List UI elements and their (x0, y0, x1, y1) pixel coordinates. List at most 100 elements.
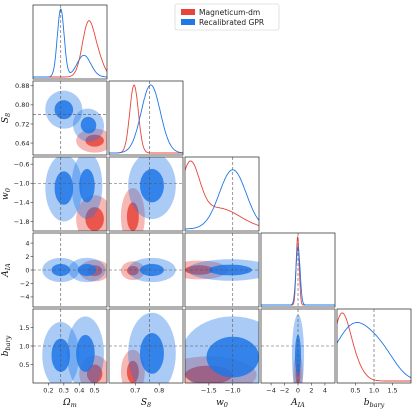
panel-ticks: −1.5 −1.0 w0 (201, 383, 241, 409)
y-tick-label: 0.5 (19, 361, 29, 369)
y-axis-label: S8 (1, 113, 12, 123)
y-tick-label: 2 (25, 253, 29, 261)
panel-frame (32, 80, 108, 156)
y-tick-label: −1.8 (14, 218, 30, 226)
y-axis-label: bbary (1, 335, 12, 356)
x-tick-label: 0.5 (350, 387, 360, 395)
marginal-curve-gpr (109, 84, 183, 154)
marginal-w0 (185, 157, 259, 231)
contour-68-magneticum (185, 265, 214, 275)
x-tick-label: 0.3 (59, 387, 69, 395)
y-tick-label: 4 (25, 239, 29, 247)
contour-68-gpr (80, 116, 97, 134)
legend-label-gpr: Recalibrated GPR (199, 18, 264, 27)
x-tick-label: 4 (323, 387, 327, 395)
x-axis-label: w0 (216, 398, 228, 409)
x-axis-label: Ωm (62, 398, 77, 409)
marginal-curve-gpr (261, 246, 335, 306)
panel-ticks: 0.7 0.8S8 (130, 383, 164, 409)
panel-frame (260, 232, 336, 308)
x-axis-label: bbary (364, 398, 385, 409)
y-tick-label: 0.88 (15, 82, 29, 90)
contour-68-gpr (54, 171, 74, 205)
legend-swatch-magneticum (181, 9, 195, 15)
contour-aia-vs-s8 (109, 233, 183, 307)
marginal-aia (261, 233, 335, 307)
y-tick-label: 0.80 (15, 101, 29, 109)
y-axis-label: AIA (1, 263, 12, 278)
legend-label-magneticum: Magneticum-dm (199, 8, 260, 17)
panel-frame (184, 308, 260, 384)
contour-68-magneticum (126, 266, 139, 276)
x-tick-label: 0.4 (74, 387, 84, 395)
panel-ticks: 0.2 0.3 0.4 0.5 Ωm 0.5 1.0 1.5 bbary (1, 324, 100, 409)
x-tick-label: 0 (296, 387, 300, 395)
x-tick-label: 0.5 (89, 387, 99, 395)
contour-bbary-vs-w0 (185, 309, 259, 383)
marginal-curve-magneticum (109, 84, 183, 154)
marginal-curve-magneticum (33, 20, 107, 78)
corner-panels: 0.640.720.800.88S8−1.8−1.4−1.0−0.6w0−4−2… (1, 4, 412, 409)
x-tick-label: −1.5 (201, 387, 217, 395)
contour-s8-vs-om (33, 81, 107, 155)
contour-bbary-vs-om (33, 309, 107, 383)
marginal-curve-gpr (337, 322, 411, 379)
y-axis-label: w0 (1, 188, 12, 200)
contour-68-magneticum (87, 364, 103, 383)
contour-68-gpr (206, 336, 259, 378)
y-tick-label: −1.0 (14, 180, 30, 188)
y-tick-label: 0.72 (15, 120, 29, 128)
panel-ticks: −4 −2 0 2 4 AIA (1, 239, 33, 301)
legend-swatch-gpr (181, 19, 195, 25)
contour-aia-vs-w0 (185, 233, 259, 307)
y-tick-label: 0 (25, 266, 29, 274)
x-tick-label: −2 (280, 387, 290, 395)
contour-68-gpr (76, 334, 95, 372)
contour-68-magneticum (126, 360, 139, 383)
panel-ticks: −1.8 −1.4 −1.0 −0.6 w0 (1, 160, 33, 226)
legend: Magneticum-dm Recalibrated GPR (174, 3, 280, 31)
x-tick-label: −4 (266, 387, 276, 395)
y-tick-label: −1.4 (14, 199, 30, 207)
panel-frame (108, 80, 184, 156)
contour-w0-vs-om (33, 157, 107, 231)
marginal-curve-gpr (185, 169, 259, 230)
x-tick-label: 0.7 (130, 387, 140, 395)
marginal-bbary (337, 309, 411, 383)
marginal-s8 (109, 81, 183, 155)
panel-frame (184, 232, 260, 308)
contour-bbary-vs-s8 (109, 309, 183, 383)
y-tick-label: 1.5 (19, 324, 29, 332)
panel-frame (108, 156, 184, 232)
x-axis-label: S8 (141, 398, 151, 409)
panel-frame (32, 4, 108, 80)
panel-ticks: −4 −2 0 2 4 AIA (266, 383, 327, 409)
contour-68-magneticum (85, 134, 104, 147)
panel-frame (108, 308, 184, 384)
panel-frame (184, 156, 260, 232)
contour-bbary-vs-aia (261, 309, 335, 383)
marginal-curve-magneticum (185, 160, 259, 226)
marginal-curve-gpr (33, 8, 107, 78)
x-tick-label: 0.8 (154, 387, 164, 395)
contour-68-gpr (79, 168, 95, 203)
panel-ticks: 0.64 0.72 0.80 0.88 S8 (1, 82, 33, 147)
marginal-om (33, 5, 107, 79)
x-tick-label: 1.0 (369, 387, 379, 395)
x-tick-label: 0.2 (43, 387, 53, 395)
x-tick-label: 2 (309, 387, 313, 395)
contour-68-magneticum (85, 207, 104, 231)
x-axis-label: AIA (290, 398, 305, 409)
y-tick-label: −4 (20, 293, 30, 301)
contour-68-gpr (140, 168, 164, 203)
contour-68-magneticum (126, 202, 139, 231)
x-tick-label: 1.5 (387, 387, 397, 395)
x-tick-label: −1.0 (225, 387, 241, 395)
legend-box (174, 3, 280, 31)
y-tick-label: 1.0 (19, 342, 29, 350)
contour-68-gpr (140, 333, 164, 374)
y-tick-label: −2 (20, 280, 30, 288)
panel-frame (108, 232, 184, 308)
